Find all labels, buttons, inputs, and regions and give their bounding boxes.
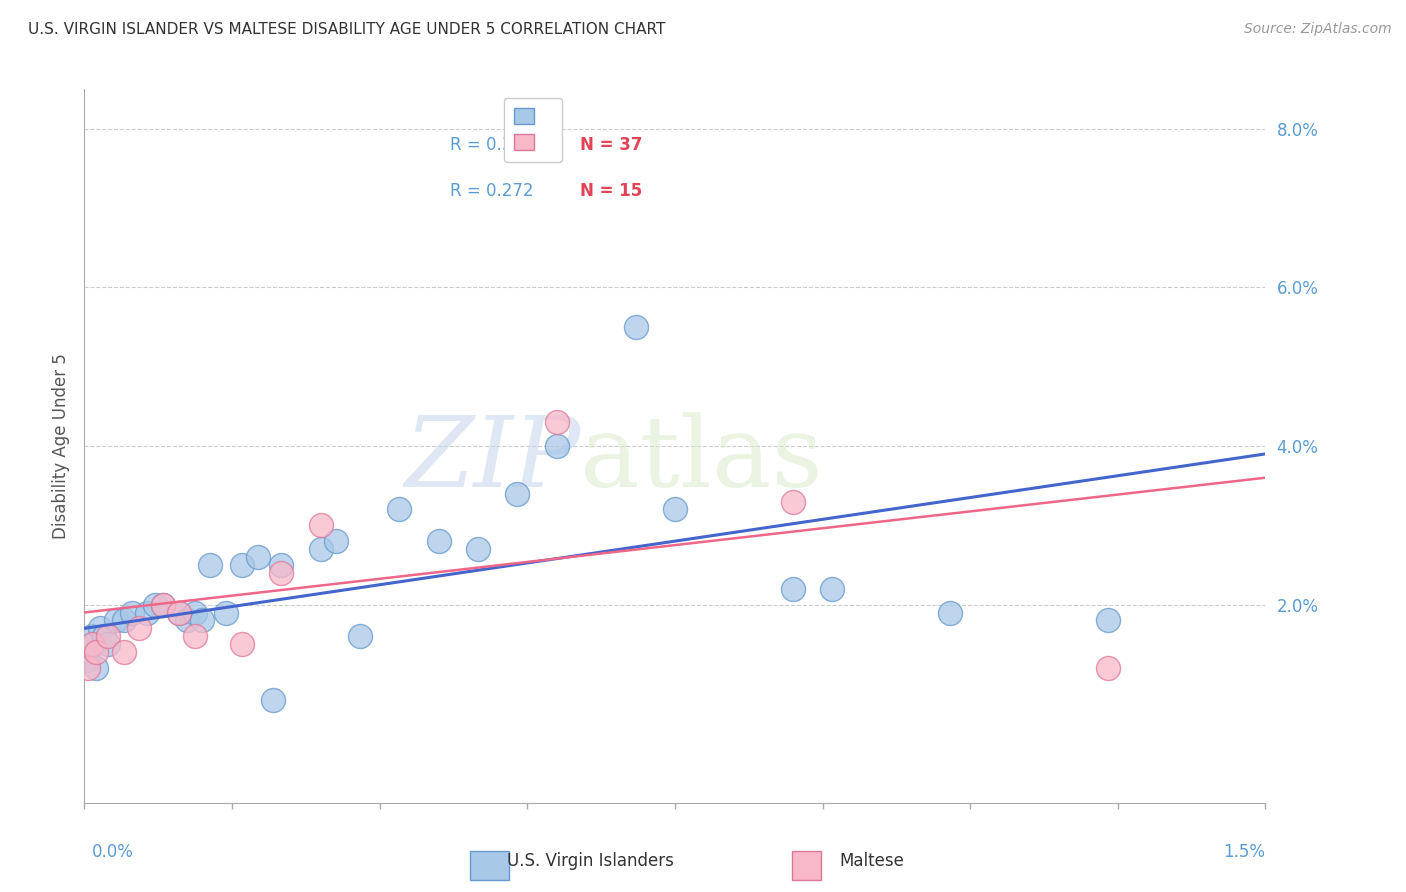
Point bbox=[77, 661, 100, 675]
Text: atlas: atlas bbox=[581, 412, 823, 508]
Point bbox=[821, 582, 844, 596]
Text: N = 15: N = 15 bbox=[581, 182, 643, 200]
Text: R = 0.272: R = 0.272 bbox=[450, 182, 534, 200]
Point bbox=[97, 637, 120, 651]
Point bbox=[84, 661, 107, 675]
Point bbox=[349, 629, 371, 643]
Point bbox=[167, 606, 190, 620]
Point bbox=[84, 645, 107, 659]
Point bbox=[104, 614, 127, 628]
Point bbox=[93, 629, 115, 643]
Text: N = 37: N = 37 bbox=[581, 136, 643, 153]
Point bbox=[183, 606, 205, 620]
Point bbox=[143, 598, 166, 612]
Point bbox=[176, 614, 198, 628]
Point bbox=[152, 598, 174, 612]
Point bbox=[83, 637, 105, 651]
Point bbox=[77, 653, 100, 667]
FancyBboxPatch shape bbox=[792, 851, 821, 880]
Point bbox=[262, 692, 284, 706]
Point bbox=[82, 637, 104, 651]
Point bbox=[167, 606, 190, 620]
Legend:  ,  : , bbox=[503, 97, 562, 161]
Y-axis label: Disability Age Under 5: Disability Age Under 5 bbox=[52, 353, 70, 539]
Point bbox=[112, 645, 135, 659]
Point bbox=[467, 542, 489, 557]
Point bbox=[136, 606, 159, 620]
Text: 0.0%: 0.0% bbox=[91, 843, 134, 861]
Point bbox=[664, 502, 686, 516]
Point bbox=[309, 518, 332, 533]
Point bbox=[82, 629, 104, 643]
Point bbox=[128, 621, 150, 635]
Point bbox=[782, 582, 804, 596]
Point bbox=[112, 614, 135, 628]
Point bbox=[546, 439, 568, 453]
Point bbox=[231, 558, 253, 572]
Point bbox=[506, 486, 529, 500]
Text: 1.5%: 1.5% bbox=[1223, 843, 1265, 861]
Text: ZIP: ZIP bbox=[404, 413, 581, 508]
Point bbox=[270, 566, 292, 580]
Point bbox=[427, 534, 450, 549]
Point bbox=[152, 598, 174, 612]
Point bbox=[546, 415, 568, 429]
Point bbox=[215, 606, 238, 620]
Point bbox=[191, 614, 214, 628]
Point bbox=[121, 606, 143, 620]
Text: R = 0.332: R = 0.332 bbox=[450, 136, 534, 153]
Point bbox=[309, 542, 332, 557]
Point bbox=[325, 534, 347, 549]
Point bbox=[246, 549, 269, 564]
Point bbox=[1097, 661, 1119, 675]
Point bbox=[89, 621, 111, 635]
Point bbox=[388, 502, 411, 516]
Point bbox=[782, 494, 804, 508]
Text: Source: ZipAtlas.com: Source: ZipAtlas.com bbox=[1244, 22, 1392, 37]
FancyBboxPatch shape bbox=[470, 851, 509, 880]
Point bbox=[183, 629, 205, 643]
Point bbox=[939, 606, 962, 620]
Text: U.S. VIRGIN ISLANDER VS MALTESE DISABILITY AGE UNDER 5 CORRELATION CHART: U.S. VIRGIN ISLANDER VS MALTESE DISABILI… bbox=[28, 22, 665, 37]
Text: U.S. Virgin Islanders: U.S. Virgin Islanders bbox=[508, 852, 673, 870]
Point bbox=[231, 637, 253, 651]
Text: Maltese: Maltese bbox=[839, 852, 904, 870]
Point bbox=[270, 558, 292, 572]
Point bbox=[200, 558, 222, 572]
Point bbox=[1097, 614, 1119, 628]
Point bbox=[97, 629, 120, 643]
Point bbox=[624, 320, 647, 334]
